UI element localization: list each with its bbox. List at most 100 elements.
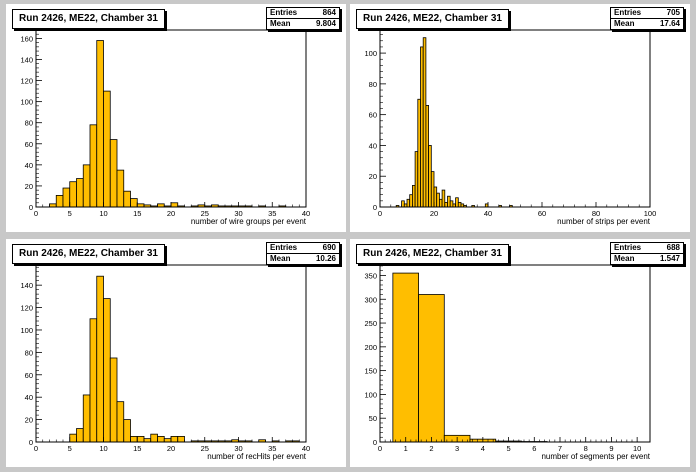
x-tick-label: 8: [584, 444, 588, 453]
histogram-bar: [412, 185, 416, 208]
histogram-bar: [457, 201, 462, 208]
histogram-bar: [109, 357, 118, 443]
histogram-bar: [441, 189, 446, 208]
histogram-bar: [136, 435, 145, 443]
x-tick-label: 35: [268, 444, 276, 453]
y-tick-label: 0: [29, 438, 33, 447]
histogram-panel-wire-groups: Run 2426, ME22, Chamber 31 Entries 864 Me…: [6, 4, 346, 232]
x-tick-label: 60: [538, 209, 546, 218]
x-tick-label: 15: [133, 209, 141, 218]
chart-title: Run 2426, ME22, Chamber 31: [356, 244, 509, 264]
histogram-bar: [444, 201, 448, 208]
histogram-bar: [401, 200, 405, 208]
x-tick-label: 6: [532, 444, 536, 453]
x-tick-label: 5: [506, 444, 510, 453]
histogram-bar: [157, 435, 165, 443]
y-tick-label: 100: [364, 390, 377, 399]
x-axis-title: number of wire groups per event: [191, 217, 307, 226]
mean-value: 10.26: [315, 254, 336, 263]
plot-frame: [379, 29, 651, 208]
y-tick-label: 20: [25, 182, 33, 191]
histogram-bar: [76, 178, 84, 208]
histogram-panel-rechits: Run 2426, ME22, Chamber 31 Entries 690 Me…: [6, 239, 346, 467]
y-tick-label: 300: [364, 295, 377, 304]
histogram-bar: [130, 198, 138, 208]
y-tick-label: 350: [364, 271, 377, 280]
histogram-bar: [406, 198, 411, 208]
histogram-bar: [439, 198, 443, 208]
y-tick-label: 80: [25, 348, 33, 357]
x-tick-label: 25: [201, 444, 209, 453]
x-tick-label: 1: [404, 444, 408, 453]
y-tick-label: 140: [20, 56, 33, 65]
histogram-bar: [69, 181, 77, 208]
y-tick-label: 160: [20, 34, 33, 43]
stats-box: Entries 705 Mean 17.64: [610, 7, 684, 30]
histogram-bar: [116, 169, 125, 208]
y-tick-label: 120: [20, 77, 33, 86]
histogram-bar: [447, 195, 451, 208]
x-tick-label: 10: [99, 209, 107, 218]
histogram-bar: [150, 433, 158, 443]
histogram-bar: [116, 401, 125, 443]
y-tick-label: 20: [25, 416, 33, 425]
chart-title: Run 2426, ME22, Chamber 31: [12, 244, 165, 264]
y-tick-label: 80: [369, 80, 377, 89]
x-tick-label: 10: [633, 444, 641, 453]
x-tick-label: 2: [429, 444, 433, 453]
entries-label: Entries: [270, 243, 298, 252]
x-tick-label: 3: [455, 444, 459, 453]
histogram-bar: [103, 298, 111, 443]
x-tick-label: 5: [68, 444, 72, 453]
x-tick-label: 5: [68, 209, 72, 218]
chart-title: Run 2426, ME22, Chamber 31: [12, 9, 165, 29]
histogram-bar: [109, 139, 118, 208]
entries-value: 705: [666, 8, 680, 17]
mean-value: 17.64: [659, 19, 680, 28]
histogram-panel-segments: Run 2426, ME22, Chamber 31 Entries 688 Me…: [350, 239, 690, 467]
histogram-bar: [96, 275, 104, 443]
x-tick-label: 0: [378, 209, 382, 218]
entries-label: Entries: [614, 243, 642, 252]
histogram-bar: [62, 187, 71, 208]
y-tick-label: 40: [25, 161, 33, 170]
x-tick-label: 10: [99, 444, 107, 453]
histogram-bar: [170, 202, 179, 208]
histogram-bar: [130, 435, 138, 443]
y-tick-label: 100: [20, 326, 33, 335]
y-tick-label: 100: [20, 98, 33, 107]
x-tick-label: 4: [481, 444, 485, 453]
y-tick-label: 20: [369, 172, 377, 181]
x-axis-title: number of recHits per event: [207, 452, 306, 461]
mean-label: Mean: [614, 254, 635, 263]
x-tick-label: 80: [592, 209, 600, 218]
histogram-bar: [82, 394, 91, 443]
y-tick-label: 40: [25, 393, 33, 402]
x-tick-label: 20: [167, 209, 175, 218]
x-axis-title: number of strips per event: [557, 217, 651, 226]
histogram-bar: [417, 98, 421, 208]
y-tick-label: 0: [29, 203, 33, 212]
histogram-plot: 0 5 10 15 20 25 30 35 40 0 20 40 60 80 100 120 140 number…: [20, 264, 310, 461]
x-tick-label: 30: [234, 209, 242, 218]
x-tick-label: 20: [430, 209, 438, 218]
y-tick-label: 60: [25, 371, 33, 380]
x-tick-label: 0: [378, 444, 382, 453]
histogram-bar: [55, 195, 64, 208]
histogram-bar: [163, 438, 172, 443]
histogram-plot: 0 5 10 15 20 25 30 35 40 0 20 40 60 80 100 120 140 160 num…: [20, 29, 310, 226]
x-tick-label: 30: [234, 444, 242, 453]
x-tick-label: 100: [644, 209, 657, 218]
histogram-bar: [143, 438, 152, 443]
entries-label: Entries: [270, 8, 298, 17]
histogram-bar: [449, 200, 454, 208]
y-tick-label: 150: [364, 367, 377, 376]
histogram-bar: [425, 105, 430, 208]
y-tick-label: 50: [369, 414, 377, 423]
entries-value: 864: [322, 8, 336, 17]
chart-title: Run 2426, ME22, Chamber 31: [356, 9, 509, 29]
mean-value: 1.547: [659, 254, 680, 263]
stats-box: Entries 864 Mean 9.804: [266, 7, 340, 30]
histogram-bar: [436, 192, 440, 208]
